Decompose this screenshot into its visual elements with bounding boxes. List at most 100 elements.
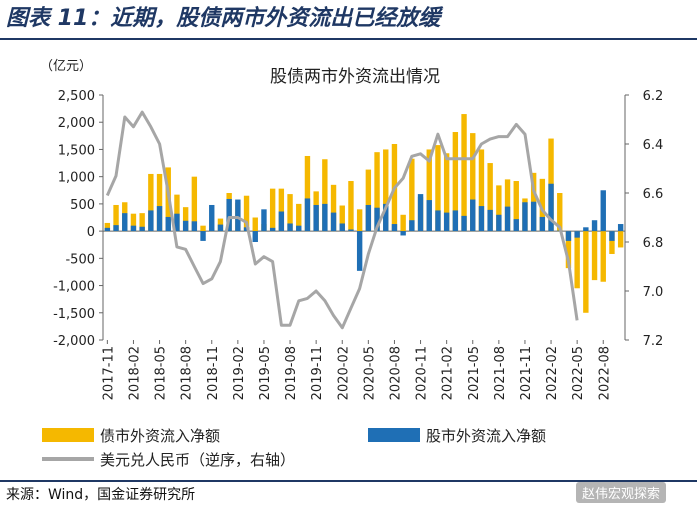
left-tick-label: -1,000: [53, 280, 95, 295]
stock-bar: [443, 212, 450, 232]
bond-bar: [252, 217, 258, 232]
source-note: 来源：Wind，国金证券研究所: [6, 487, 196, 503]
bond-bar: [278, 188, 285, 232]
stock-bar: [470, 199, 476, 232]
bond-bar: [565, 231, 572, 269]
bond-bar: [478, 149, 485, 232]
stock-bar: [548, 183, 554, 232]
x-tick-label: 2021-02: [441, 346, 456, 400]
x-tick-label: 2021-08: [493, 346, 508, 400]
stock-bar: [261, 209, 267, 232]
x-tick-label: 2022-02: [545, 346, 560, 400]
stock-bar: [522, 202, 528, 232]
stock-bar: [191, 221, 198, 232]
stock-bar: [209, 204, 215, 232]
stock-bar: [391, 224, 398, 232]
stock-bar: [296, 225, 302, 232]
bond-bar: [148, 173, 154, 232]
left-tick-label: 1,000: [58, 171, 95, 186]
title-rule: [0, 38, 697, 40]
x-tick-label: 2019-02: [232, 346, 247, 400]
left-tick-label: 2,500: [58, 89, 95, 104]
legend-label: 股市外资流入净额: [426, 427, 546, 445]
x-tick-label: 2020-08: [388, 346, 403, 400]
left-tick-label: -500: [65, 252, 95, 267]
stock-bar: [478, 206, 485, 232]
chart-title: 股债两市外资流出情况: [270, 67, 440, 87]
bond-bar: [435, 145, 441, 232]
fx-line-path: [105, 110, 579, 330]
left-tick-label: 2,000: [58, 116, 95, 131]
stock-bar: [200, 231, 206, 241]
bond-bar: [156, 173, 163, 232]
bond-bar: [296, 203, 302, 232]
stock-bar: [252, 231, 258, 242]
legend-label: 美元兑人民币（逆序，右轴）: [100, 451, 295, 469]
left-axis-unit: （亿元）: [40, 59, 92, 74]
bond-bar: [182, 207, 189, 232]
bond-bar: [348, 181, 354, 232]
stock-bar: [165, 216, 171, 232]
stock-bar: [313, 204, 319, 232]
x-tick-label: 2018-08: [180, 346, 195, 400]
stock-bar: [409, 220, 415, 232]
bond-bar: [574, 231, 580, 289]
x-tick-label: 2020-05: [362, 346, 377, 400]
bond-bar: [374, 152, 380, 232]
stock-bar: [113, 225, 119, 232]
stock-bar: [565, 231, 572, 241]
bond-bar: [470, 133, 476, 232]
stock-bars: [104, 183, 624, 271]
stock-bar: [139, 226, 145, 232]
x-tick-label: 2018-02: [127, 346, 142, 400]
stock-bar: [504, 206, 511, 232]
source-rule: [0, 480, 697, 482]
bond-bar: [330, 184, 337, 232]
stock-bar: [513, 219, 519, 232]
bond-bar: [243, 195, 250, 232]
stock-bar: [339, 223, 345, 232]
x-tick-label: 2019-08: [284, 346, 299, 400]
bond-bar: [409, 158, 415, 232]
legend-label: 债市外资流入净额: [100, 427, 220, 445]
bond-bar: [339, 205, 345, 232]
stock-bar: [600, 190, 606, 232]
x-tick-labels: 2017-11 2018-02 2018-05 2018-08 2018-11 2019-…: [101, 340, 612, 400]
bond-bar: [443, 153, 450, 232]
right-tick-label: 6.4: [643, 138, 664, 153]
stock-bar: [452, 210, 459, 232]
fx-line: [105, 110, 579, 330]
bond-bar: [539, 178, 546, 232]
bond-bar: [452, 132, 459, 232]
bond-bar: [496, 185, 502, 232]
bond-bar: [139, 213, 145, 232]
left-tick-label: -2,000: [53, 334, 95, 349]
stock-bar: [287, 223, 293, 232]
chart: 股债两市外资流出情况 （亿元） 2,500 2,000 1,500 1,000 500 0…: [40, 59, 664, 469]
bond-bar: [513, 181, 519, 232]
bond-bar: [200, 225, 206, 232]
bond-bar: [113, 204, 119, 232]
stock-bar: [609, 231, 615, 241]
stock-bar: [487, 209, 493, 232]
left-tick-label: 500: [70, 198, 95, 213]
stock-bar: [374, 207, 380, 232]
x-tick-label: 2019-05: [258, 346, 273, 400]
stock-bar: [496, 214, 502, 232]
bond-bar: [426, 149, 432, 232]
stock-bar: [574, 231, 580, 238]
bond-bar: [583, 231, 589, 313]
bond-bar: [269, 188, 276, 232]
x-tick-label: 2020-11: [415, 346, 430, 400]
stock-bar: [174, 213, 180, 232]
legend-swatch: [368, 428, 420, 442]
x-tick-label: 2022-08: [597, 346, 612, 400]
right-tick-label: 6.6: [643, 187, 664, 202]
stock-bar: [182, 220, 189, 232]
bond-bar: [174, 194, 180, 232]
bond-bar: [365, 169, 372, 232]
left-tick-label: -1,500: [53, 307, 95, 322]
x-tick-label: 2018-11: [206, 346, 221, 400]
x-tick-label: 2019-11: [310, 346, 325, 400]
bond-bar: [383, 149, 389, 232]
